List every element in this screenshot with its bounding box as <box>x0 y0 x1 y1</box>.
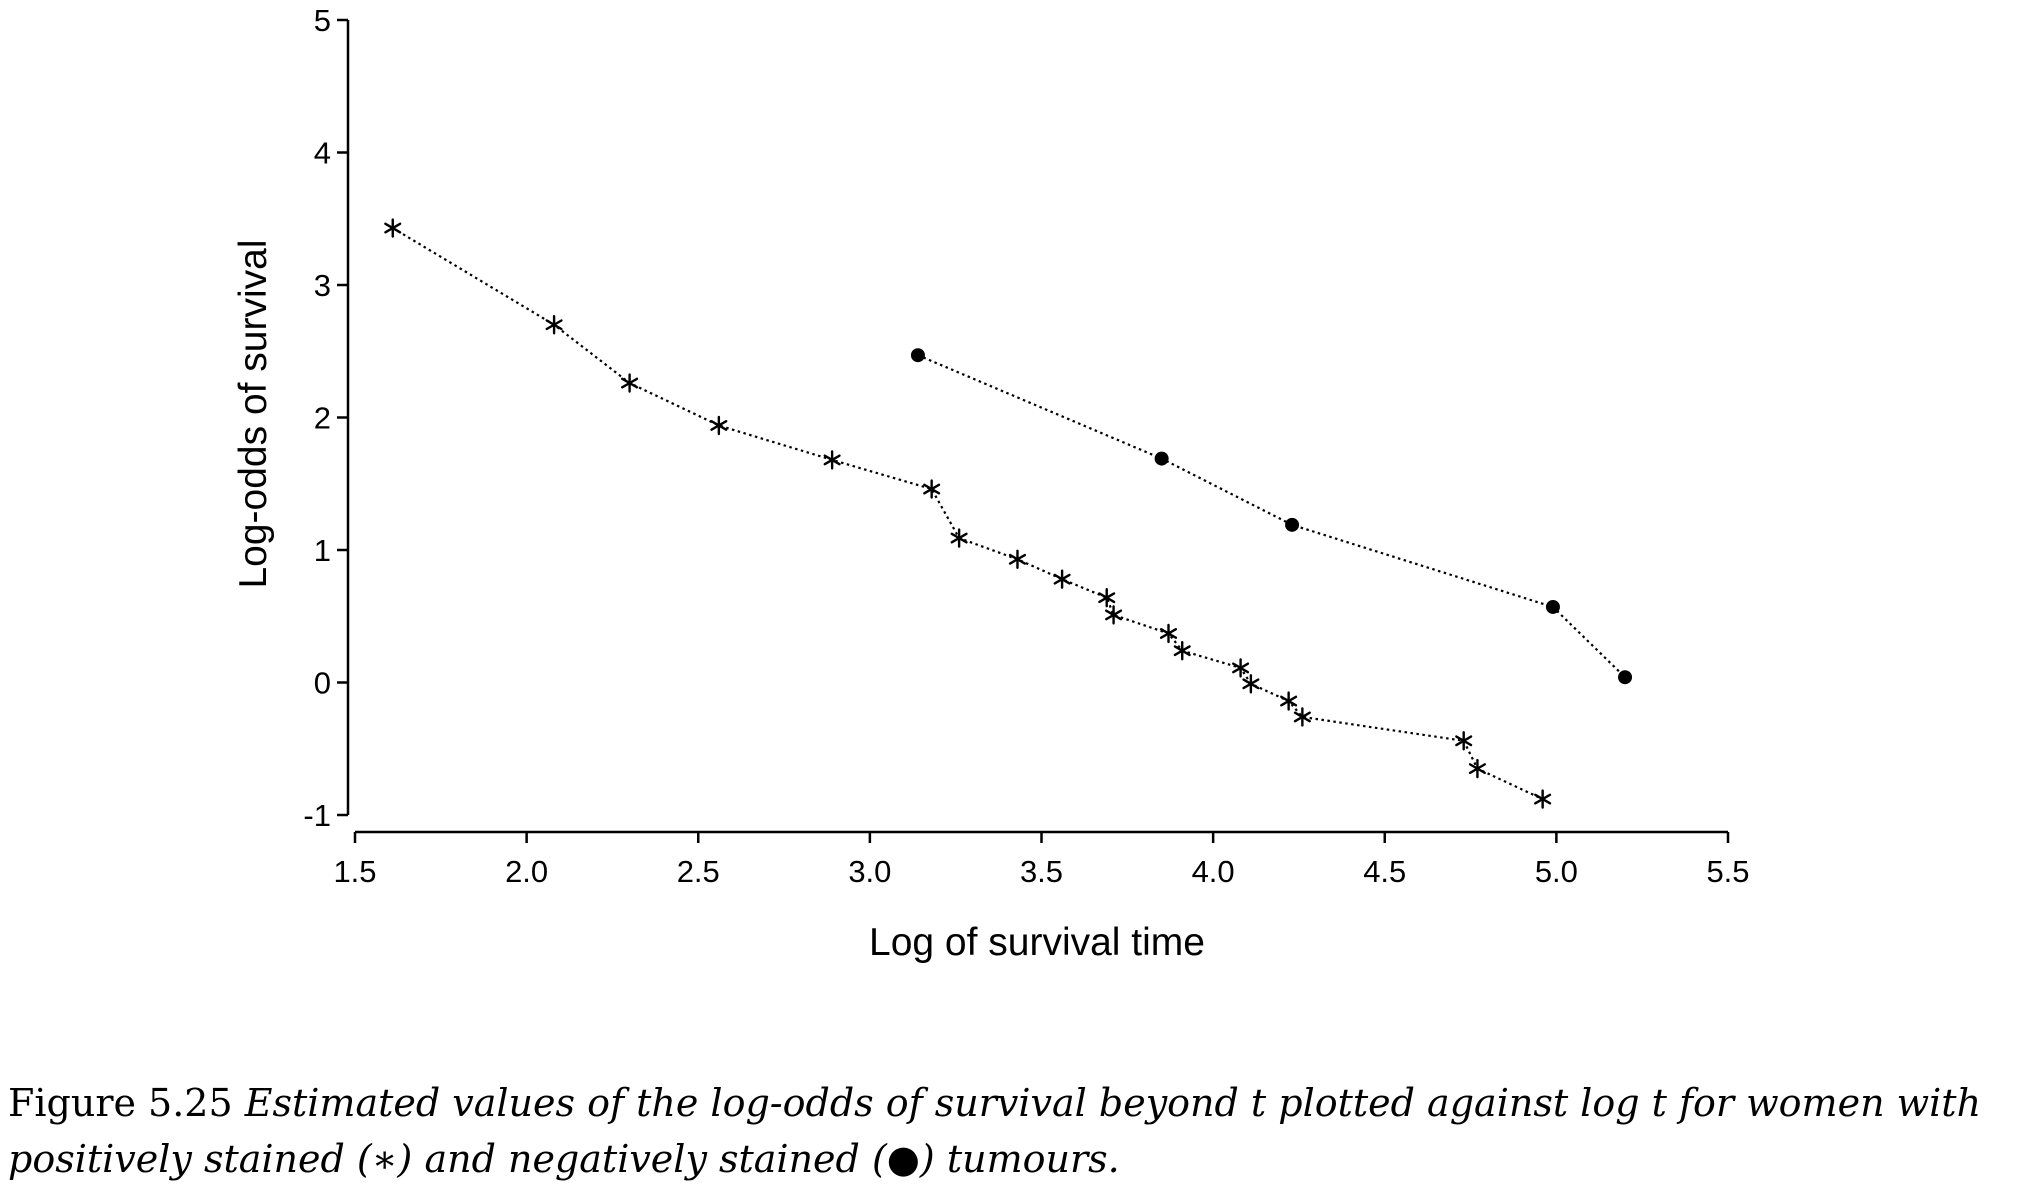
data-point-asterisk <box>923 479 941 499</box>
figure-label: Figure 5.25 <box>8 1081 233 1125</box>
y-tick-label: 5 <box>314 3 331 38</box>
data-point-asterisk <box>545 315 563 335</box>
asterisk-stroke <box>621 377 639 389</box>
series-line <box>392 227 1544 801</box>
data-point-circle <box>1545 599 1560 614</box>
data-point-circle <box>1154 451 1169 466</box>
figure-caption-text: Estimated values of the log-odds of surv… <box>8 1081 1982 1181</box>
asterisk-stroke <box>710 420 728 431</box>
asterisk-stroke <box>1534 793 1552 805</box>
y-axis-title: Log-odds of survival <box>232 239 275 588</box>
asterisk-stroke <box>1468 763 1486 775</box>
data-point-asterisk <box>1293 707 1311 727</box>
series-lines <box>392 227 1626 801</box>
data-point-asterisk <box>621 373 639 393</box>
data-point-circle <box>910 348 925 363</box>
y-tick-label: 0 <box>314 666 331 701</box>
series-line <box>917 354 1626 678</box>
figure-caption: Figure 5.25 Estimated values of the log-… <box>8 1075 2013 1187</box>
y-tick-label: 4 <box>314 136 331 171</box>
asterisk-stroke <box>1232 662 1250 674</box>
x-tick-label: 4.0 <box>1192 854 1235 889</box>
data-point-asterisk <box>1468 758 1486 779</box>
asterisk-stroke <box>384 222 402 234</box>
y-tick-label: 3 <box>314 268 331 303</box>
series-markers <box>384 218 1633 809</box>
y-tick-label: 2 <box>314 401 331 436</box>
asterisk-stroke <box>1159 628 1178 639</box>
data-point-circle <box>1618 670 1633 685</box>
x-tick-label: 5.5 <box>1706 854 1749 889</box>
asterisk-stroke <box>1280 695 1298 707</box>
data-point-asterisk <box>1098 588 1116 608</box>
data-point-circle <box>1285 517 1300 532</box>
data-point-asterisk <box>1280 691 1298 711</box>
data-point-asterisk <box>1159 623 1178 644</box>
data-point-asterisk <box>710 415 728 436</box>
x-tick-label: 2.5 <box>677 854 720 889</box>
data-point-asterisk <box>384 218 402 238</box>
data-point-asterisk <box>1242 674 1260 694</box>
x-axis-ticks: 1.5 2.0 2.5 3.0 3.5 4.0 4.5 5.0 5.5 <box>333 832 1750 889</box>
asterisk-stroke <box>923 483 941 495</box>
y-tick-label: -1 <box>303 798 331 833</box>
data-point-asterisk <box>1455 731 1473 751</box>
data-point-asterisk <box>1232 658 1250 678</box>
y-tick-label: 1 <box>314 533 331 568</box>
asterisk-stroke <box>950 532 968 544</box>
data-point-asterisk <box>950 528 968 548</box>
x-tick-label: 1.5 <box>333 854 376 889</box>
asterisk-stroke <box>1242 678 1260 690</box>
x-tick-label: 3.5 <box>1020 854 1063 889</box>
data-point-asterisk <box>1173 641 1191 661</box>
asterisk-stroke <box>1455 735 1473 747</box>
asterisk-stroke <box>1008 553 1027 565</box>
asterisk-stroke <box>545 319 563 331</box>
y-axis-ticks: -1 0 1 2 3 4 5 <box>303 3 348 833</box>
x-tick-label: 5.0 <box>1535 854 1578 889</box>
data-point-asterisk <box>1105 605 1123 625</box>
data-point-asterisk <box>1534 789 1552 809</box>
asterisk-stroke <box>823 454 841 466</box>
chart: -1 0 1 2 3 4 5 1.5 2.0 2.5 3.0 3.5 4.0 4.5 5.0 5.5 Log… <box>232 3 1750 964</box>
asterisk-stroke <box>1098 592 1116 604</box>
asterisk-stroke <box>1053 573 1071 585</box>
data-point-asterisk <box>823 450 841 470</box>
x-tick-label: 3.0 <box>848 854 891 889</box>
asterisk-stroke <box>1173 645 1191 657</box>
data-point-asterisk <box>1053 569 1071 589</box>
asterisk-stroke <box>1105 609 1123 621</box>
x-tick-label: 4.5 <box>1363 854 1406 889</box>
x-tick-label: 2.0 <box>505 854 548 889</box>
data-point-asterisk <box>1008 549 1027 569</box>
asterisk-stroke <box>1293 711 1311 723</box>
x-axis-title: Log of survival time <box>869 921 1205 964</box>
